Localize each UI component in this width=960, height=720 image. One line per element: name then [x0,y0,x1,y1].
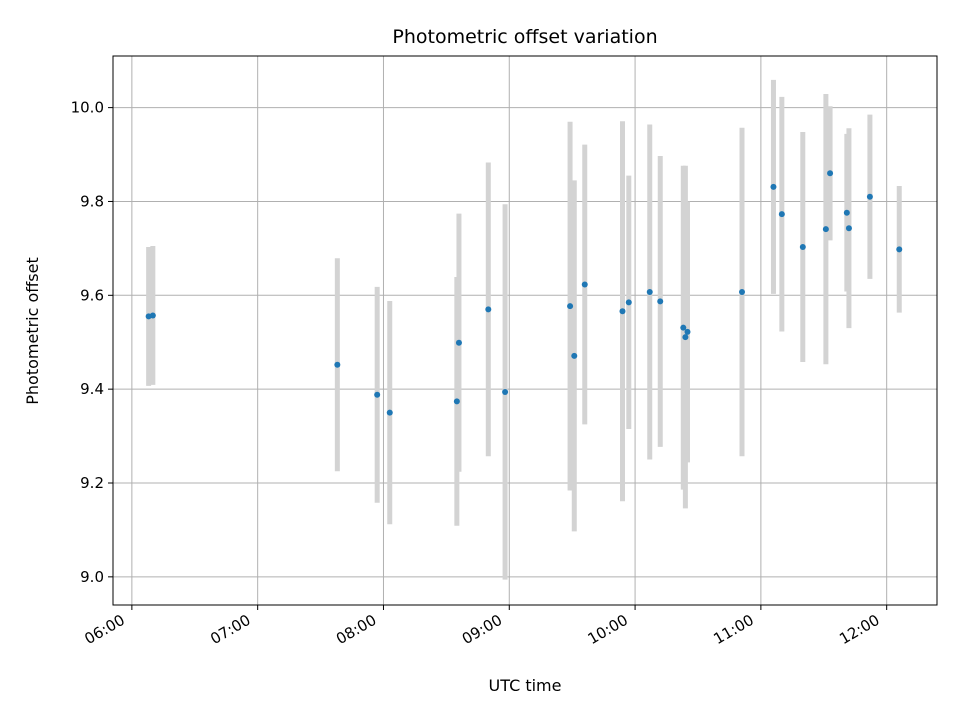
data-point [770,183,777,190]
data-point [799,243,806,250]
data-point [684,328,691,335]
data-point [739,289,746,296]
grid [113,56,937,605]
data-point [778,211,785,218]
data-point [682,334,689,341]
data-point [896,246,903,253]
data-point [680,324,687,331]
data-point [619,308,626,315]
plot-frame [112,55,938,606]
data-point [646,289,653,296]
y-axis-label: Photometric offset [23,257,42,405]
x-axis-label: UTC time [489,676,562,695]
data-point [581,281,588,288]
data-point [657,298,664,305]
y-tick-label: 9.8 [80,192,104,210]
y-tick-label: 9.2 [80,474,104,492]
data-point [625,299,632,306]
data-point [485,306,492,313]
data-point [866,193,873,200]
data-point [455,339,462,346]
data-point [334,361,341,368]
data-point [571,352,578,359]
y-tick-label: 9.6 [80,286,104,304]
y-axis-ticks: 9.0 9.2 9.4 9.6 9.8 10.0 [71,99,113,586]
y-tick-label: 9.4 [80,380,104,398]
data-point [453,398,460,405]
data-point [845,225,852,232]
data-points [145,170,903,416]
y-tick-label: 9.0 [80,568,104,586]
data-point [827,170,834,177]
chart-title: Photometric offset variation [392,26,657,48]
data-point [502,388,509,395]
data-point [386,409,393,416]
data-point [374,391,381,398]
data-point [149,312,156,319]
y-tick-label: 10.0 [71,99,104,117]
data-point [843,209,850,216]
data-point [567,303,574,310]
data-point [822,226,829,233]
